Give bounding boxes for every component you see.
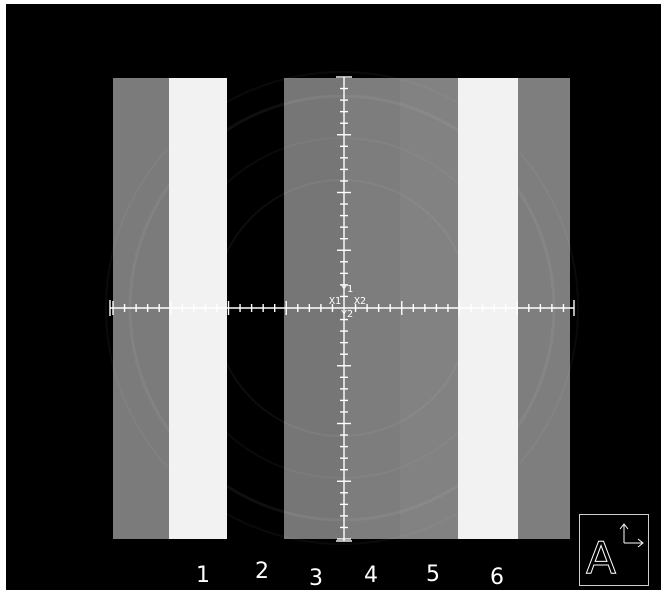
- jaw-label-y1: Y1: [341, 284, 353, 295]
- orientation-arrows-icon: A: [586, 523, 644, 585]
- strip-number-1: 1: [196, 563, 210, 588]
- strip-number-4: 4: [364, 563, 378, 588]
- jaw-labels: Y1 X1 X2 Y2: [329, 284, 366, 320]
- jaw-label-x2: X2: [354, 296, 366, 307]
- strip-number-5: 5: [426, 562, 440, 587]
- jaw-label-y2: Y2: [341, 309, 353, 320]
- strip-number-2: 2: [255, 559, 269, 584]
- orientation-letter: A: [586, 533, 616, 584]
- view-caption: Beam's Eye View DRR for "Beam_2": [5, 593, 217, 606]
- strip-number-6: 6: [490, 565, 504, 590]
- orientation-marker[interactable]: A: [579, 514, 649, 586]
- strip-number-3: 3: [309, 566, 323, 591]
- jaw-label-x1: X1: [329, 296, 341, 307]
- crosshair-graticule: [109, 76, 575, 542]
